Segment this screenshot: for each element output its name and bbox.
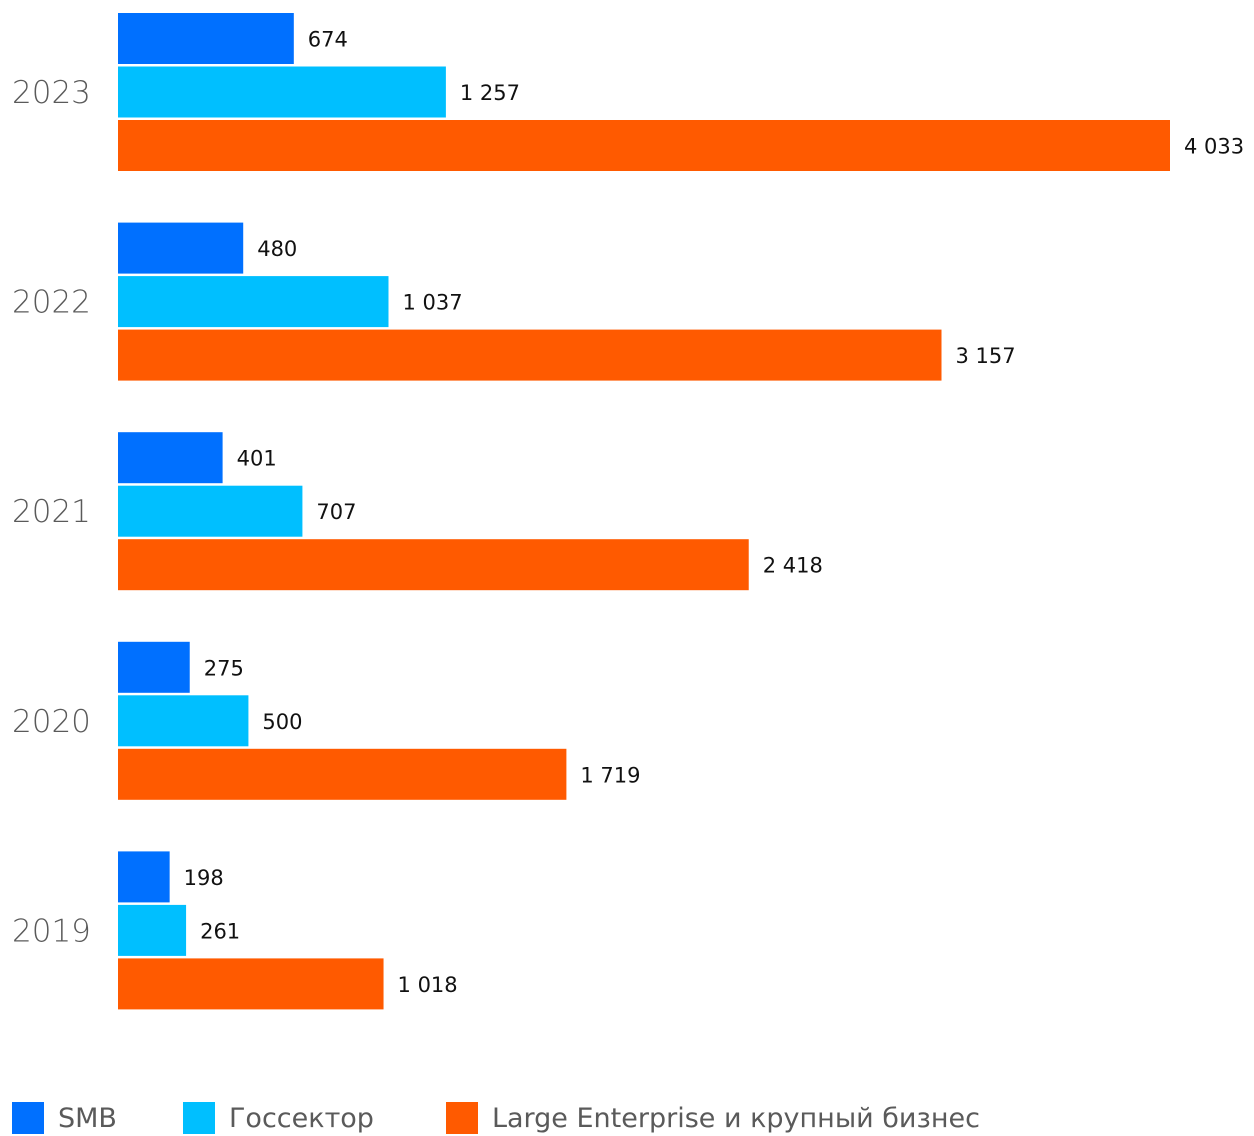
bar-2020-series-0 bbox=[118, 641, 190, 693]
value-label-2021-series-2: 2 418 bbox=[763, 554, 823, 578]
year-label-2020: 2020 bbox=[12, 704, 91, 740]
bar-2020-series-2 bbox=[118, 748, 567, 800]
bar-2019-series-1 bbox=[118, 904, 187, 956]
legend-swatch-0 bbox=[12, 1102, 44, 1134]
bar-2023-series-2 bbox=[118, 120, 1170, 171]
value-label-2021-series-0: 401 bbox=[237, 447, 277, 471]
bar-2020-series-1 bbox=[118, 695, 249, 747]
bar-2023-series-1 bbox=[118, 66, 446, 118]
bar-2022-series-1 bbox=[118, 276, 389, 328]
value-label-2023-series-0: 674 bbox=[308, 28, 348, 52]
legend-item-2: Large Enterprise и крупный бизнес bbox=[445, 1102, 980, 1134]
year-label-2022: 2022 bbox=[12, 285, 91, 321]
value-label-2022-series-1: 1 037 bbox=[402, 291, 462, 315]
year-label-2019: 2019 bbox=[12, 913, 91, 949]
bar-chart: 2023 674 1 257 4 033 2022 480 1 037 3 157 2021 40… bbox=[12, 13, 1244, 1010]
bar-2021-series-0 bbox=[118, 432, 223, 484]
bar-2022-series-0 bbox=[118, 222, 244, 274]
legend-label-0: SMB bbox=[58, 1102, 117, 1134]
legend-item-0: SMB bbox=[12, 1102, 117, 1134]
value-label-2022-series-0: 480 bbox=[257, 237, 297, 261]
bar-2019-series-2 bbox=[118, 958, 384, 1010]
legend-label-1: Госсектор bbox=[228, 1102, 374, 1134]
legend: SMB Госсектор Large Enterprise и крупный б… bbox=[12, 1100, 980, 1136]
value-label-2019-series-1: 261 bbox=[200, 919, 240, 943]
value-label-2020-series-0: 275 bbox=[204, 656, 244, 680]
value-label-2020-series-1: 500 bbox=[262, 710, 302, 734]
bar-2021-series-1 bbox=[118, 485, 303, 537]
bar-2023-series-0 bbox=[118, 13, 294, 64]
value-label-2019-series-0: 198 bbox=[184, 866, 224, 890]
bar-2019-series-0 bbox=[118, 851, 170, 903]
legend-item-1: Госсектор bbox=[182, 1102, 374, 1134]
bar-2022-series-2 bbox=[118, 329, 942, 381]
value-label-2023-series-2: 4 033 bbox=[1184, 135, 1244, 159]
value-label-2023-series-1: 1 257 bbox=[460, 81, 520, 105]
legend-label-2: Large Enterprise и крупный бизнес bbox=[491, 1102, 980, 1134]
value-label-2020-series-2: 1 719 bbox=[580, 763, 640, 787]
year-label-2023: 2023 bbox=[12, 75, 91, 111]
legend-swatch-2 bbox=[445, 1102, 478, 1134]
value-label-2021-series-1: 707 bbox=[316, 500, 356, 524]
value-label-2022-series-2: 3 157 bbox=[955, 344, 1015, 368]
year-label-2021: 2021 bbox=[12, 494, 91, 530]
bar-2021-series-2 bbox=[118, 539, 749, 591]
legend-swatch-1 bbox=[182, 1102, 215, 1134]
value-label-2019-series-2: 1 018 bbox=[398, 973, 458, 997]
